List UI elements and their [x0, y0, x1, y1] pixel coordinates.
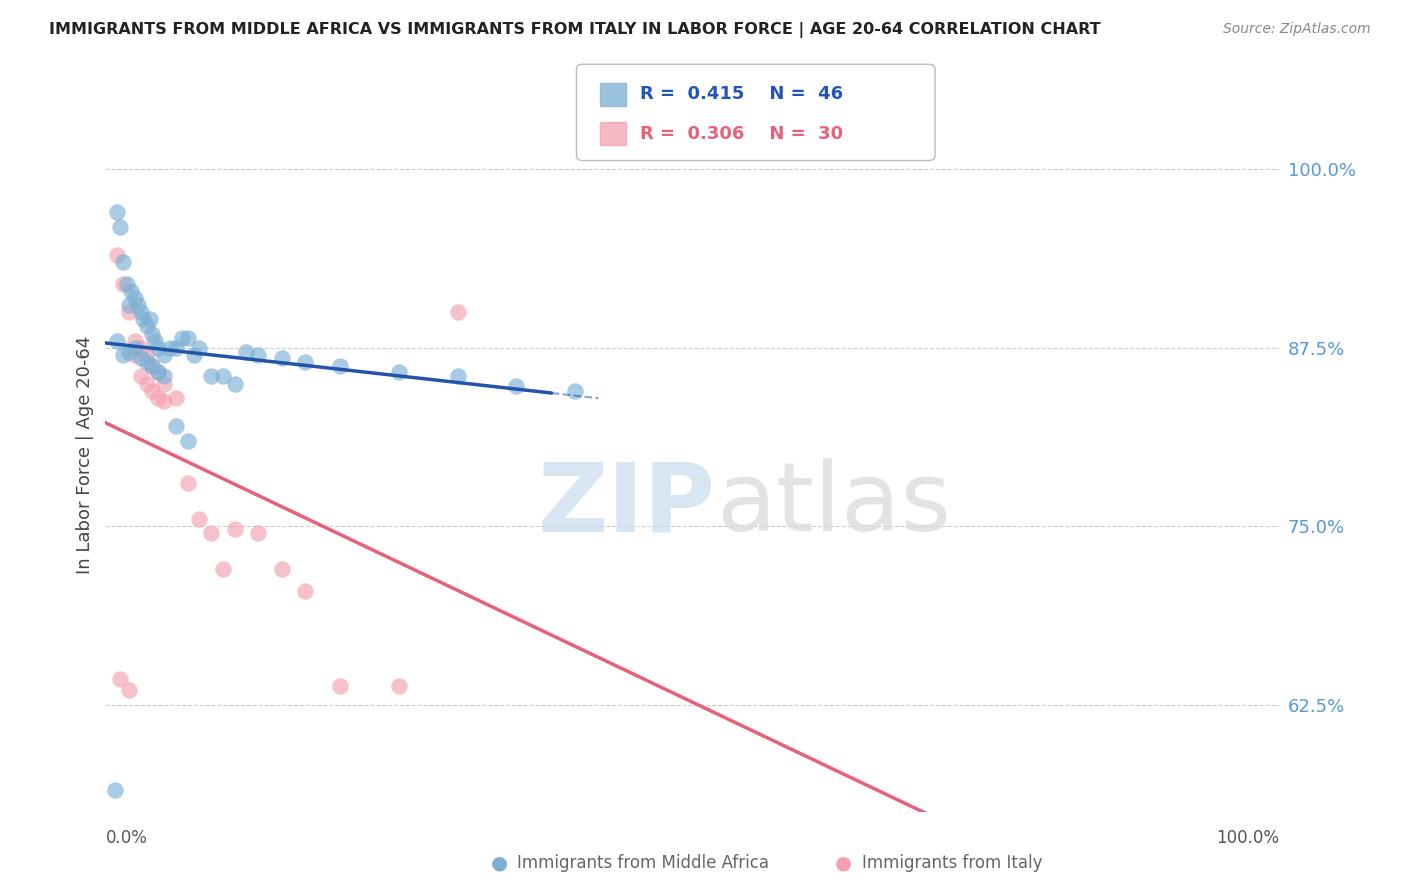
Point — [388, 365, 411, 379]
Point — [118, 683, 141, 698]
Text: IMMIGRANTS FROM MIDDLE AFRICA VS IMMIGRANTS FROM ITALY IN LABOR FORCE | AGE 20-6: IMMIGRANTS FROM MIDDLE AFRICA VS IMMIGRA… — [49, 22, 1101, 38]
Point — [294, 583, 316, 598]
Point — [112, 255, 135, 269]
Point — [120, 284, 142, 298]
Point — [118, 298, 141, 312]
Point — [447, 369, 470, 384]
Point — [148, 365, 170, 379]
Point — [143, 334, 166, 348]
Point — [115, 277, 138, 291]
Point — [211, 562, 233, 576]
Point — [224, 376, 246, 391]
Point — [329, 679, 352, 693]
Point — [188, 512, 211, 526]
Point — [153, 369, 176, 384]
Point — [165, 341, 187, 355]
Point — [235, 345, 257, 359]
Point — [129, 351, 152, 365]
Text: ZIP: ZIP — [538, 458, 716, 551]
Point — [188, 341, 211, 355]
Point — [124, 291, 146, 305]
Point — [211, 369, 233, 384]
Point — [108, 672, 131, 686]
Point — [159, 341, 181, 355]
Text: Immigrants from Middle Africa: Immigrants from Middle Africa — [517, 855, 769, 872]
Point — [148, 341, 170, 355]
Point — [112, 277, 135, 291]
Point — [388, 679, 411, 693]
Point — [104, 830, 127, 845]
Point — [270, 351, 292, 365]
Point — [200, 526, 222, 541]
Point — [104, 783, 127, 797]
Point — [165, 391, 187, 405]
Text: Source: ZipAtlas.com: Source: ZipAtlas.com — [1223, 22, 1371, 37]
Point — [148, 365, 170, 379]
Y-axis label: In Labor Force | Age 20-64: In Labor Force | Age 20-64 — [76, 335, 94, 574]
Point — [183, 348, 205, 362]
Point — [294, 355, 316, 369]
Point — [135, 319, 157, 334]
Text: R =  0.306    N =  30: R = 0.306 N = 30 — [640, 125, 842, 143]
Point — [176, 434, 198, 448]
Point — [124, 334, 146, 348]
Point — [124, 341, 146, 355]
Text: 0.0%: 0.0% — [105, 829, 148, 847]
Point — [176, 476, 198, 491]
Point — [153, 393, 176, 408]
Text: ●: ● — [835, 854, 852, 872]
Point — [148, 391, 170, 405]
Point — [135, 376, 157, 391]
Point — [447, 305, 470, 319]
Point — [200, 369, 222, 384]
Point — [124, 348, 146, 362]
Point — [129, 305, 152, 319]
Point — [132, 312, 155, 326]
Point — [135, 355, 157, 369]
Point — [118, 345, 141, 359]
Point — [105, 334, 128, 348]
Point — [153, 376, 176, 391]
Point — [247, 526, 270, 541]
Point — [329, 359, 352, 374]
Point — [129, 369, 152, 384]
Text: atlas: atlas — [716, 458, 950, 551]
Text: 100.0%: 100.0% — [1216, 829, 1279, 847]
Point — [141, 384, 163, 398]
Point — [118, 305, 141, 319]
Point — [176, 331, 198, 345]
Point — [112, 348, 135, 362]
Point — [247, 348, 270, 362]
Point — [105, 248, 128, 262]
Point — [170, 331, 193, 345]
Point — [139, 312, 162, 326]
Point — [564, 384, 586, 398]
Point — [153, 348, 176, 362]
Point — [270, 562, 292, 576]
Point — [135, 348, 157, 362]
Point — [108, 219, 131, 234]
Text: Immigrants from Italy: Immigrants from Italy — [862, 855, 1042, 872]
Point — [105, 205, 128, 219]
Text: ●: ● — [491, 854, 508, 872]
Point — [224, 522, 246, 536]
Point — [141, 359, 163, 374]
Point — [141, 326, 163, 341]
Point — [129, 341, 152, 355]
Point — [127, 298, 149, 312]
Text: R =  0.415    N =  46: R = 0.415 N = 46 — [640, 85, 842, 103]
Point — [165, 419, 187, 434]
Point — [141, 359, 163, 374]
Point — [505, 379, 527, 393]
